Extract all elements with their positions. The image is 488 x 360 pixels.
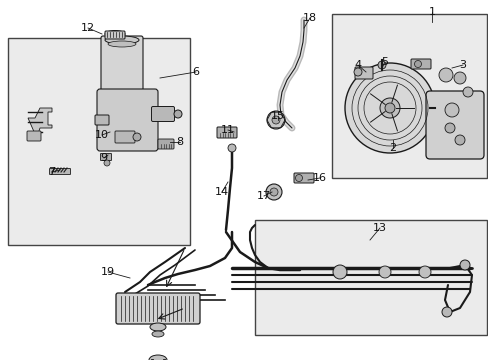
Text: 11: 11	[221, 125, 235, 135]
Text: 10: 10	[95, 130, 109, 140]
Text: 13: 13	[372, 223, 386, 233]
Circle shape	[459, 260, 469, 270]
FancyBboxPatch shape	[49, 168, 70, 175]
Ellipse shape	[152, 331, 163, 337]
Text: 3: 3	[459, 60, 466, 70]
Circle shape	[384, 103, 394, 113]
Ellipse shape	[105, 31, 125, 37]
Text: 18: 18	[303, 13, 316, 23]
FancyBboxPatch shape	[151, 107, 174, 121]
Text: 2: 2	[388, 143, 396, 153]
Circle shape	[353, 68, 361, 76]
Circle shape	[377, 61, 385, 69]
Polygon shape	[28, 108, 52, 134]
Circle shape	[174, 110, 182, 118]
Circle shape	[295, 175, 302, 181]
Circle shape	[453, 72, 465, 84]
Text: 5: 5	[381, 57, 387, 67]
FancyBboxPatch shape	[101, 36, 142, 92]
Text: 9: 9	[100, 153, 107, 163]
Circle shape	[266, 111, 285, 129]
Circle shape	[418, 266, 430, 278]
Text: 19: 19	[101, 267, 115, 277]
FancyBboxPatch shape	[410, 59, 430, 69]
FancyBboxPatch shape	[101, 153, 111, 161]
Bar	[8, 38, 190, 245]
Text: 1: 1	[427, 7, 435, 17]
Bar	[254, 220, 486, 335]
Bar	[331, 14, 486, 178]
Text: 6: 6	[192, 67, 199, 77]
FancyBboxPatch shape	[293, 173, 313, 183]
FancyBboxPatch shape	[217, 127, 237, 138]
Text: 15: 15	[270, 111, 285, 121]
Circle shape	[454, 135, 464, 145]
FancyBboxPatch shape	[105, 31, 125, 39]
Text: 17: 17	[256, 191, 270, 201]
FancyBboxPatch shape	[97, 89, 158, 151]
Ellipse shape	[150, 323, 165, 331]
Text: 4: 4	[354, 60, 361, 70]
FancyBboxPatch shape	[27, 131, 41, 141]
FancyBboxPatch shape	[354, 67, 372, 79]
Circle shape	[133, 133, 141, 141]
Circle shape	[265, 184, 282, 200]
Text: 7: 7	[48, 167, 56, 177]
Text: 16: 16	[312, 173, 326, 183]
Circle shape	[438, 68, 452, 82]
Text: 12: 12	[81, 23, 95, 33]
Circle shape	[441, 307, 451, 317]
FancyBboxPatch shape	[425, 91, 483, 159]
Circle shape	[271, 116, 280, 124]
Ellipse shape	[108, 41, 136, 47]
Circle shape	[379, 98, 399, 118]
Circle shape	[462, 87, 472, 97]
Ellipse shape	[149, 355, 167, 360]
Circle shape	[345, 63, 434, 153]
FancyBboxPatch shape	[115, 131, 135, 143]
Circle shape	[104, 160, 110, 166]
Text: 8: 8	[176, 137, 183, 147]
Circle shape	[444, 103, 458, 117]
Circle shape	[378, 266, 390, 278]
Circle shape	[332, 265, 346, 279]
FancyBboxPatch shape	[95, 115, 109, 125]
Circle shape	[414, 60, 421, 68]
Circle shape	[227, 144, 236, 152]
FancyBboxPatch shape	[116, 293, 200, 324]
FancyBboxPatch shape	[158, 139, 174, 149]
Circle shape	[444, 123, 454, 133]
Ellipse shape	[105, 36, 139, 44]
Text: 14: 14	[215, 187, 228, 197]
Circle shape	[269, 188, 278, 196]
